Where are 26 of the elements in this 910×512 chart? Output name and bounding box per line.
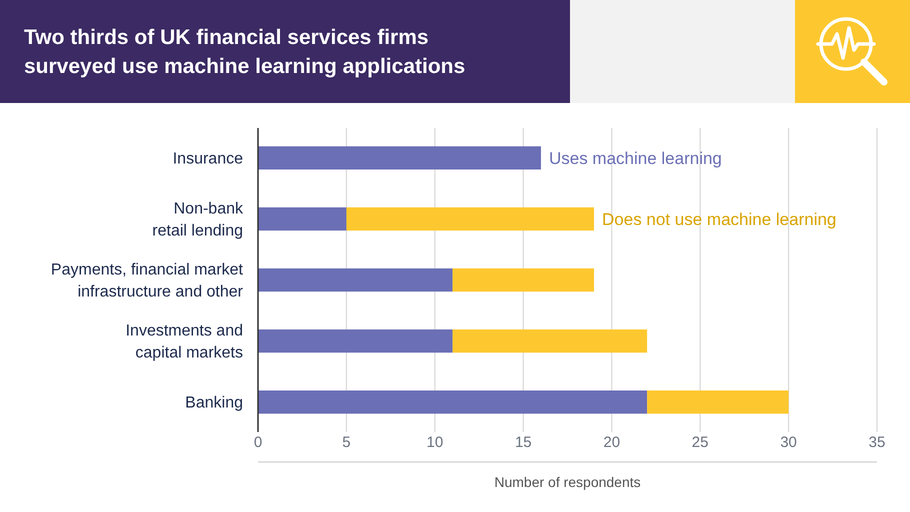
y-tick-label: Banking <box>185 394 243 412</box>
bar <box>258 268 453 292</box>
y-tick-label: Non-bank retail lending <box>152 200 244 240</box>
bar <box>258 329 453 353</box>
bar <box>452 329 648 353</box>
bar <box>258 146 541 170</box>
x-axis-title: Number of respondents <box>494 474 641 490</box>
y-tick-label: Insurance <box>172 150 244 168</box>
bar <box>258 207 346 231</box>
x-tick-label: 15 <box>514 434 532 451</box>
bar <box>346 207 594 231</box>
y-tick-label: Payments, financial market infrastructure and other <box>50 262 244 301</box>
bar <box>452 268 594 292</box>
x-tick-label: 25 <box>692 434 708 451</box>
series-label: Uses machine learning <box>548 148 722 168</box>
bar <box>258 390 648 414</box>
x-tick-label: 30 <box>780 434 797 451</box>
x-tick-label: 10 <box>426 434 444 451</box>
x-tick-label: 20 <box>603 434 620 451</box>
x-tick-label: 0 <box>254 434 262 451</box>
bar <box>647 390 789 414</box>
series-label: Does not use machine learning <box>602 210 836 229</box>
x-tick-label: 5 <box>342 434 351 451</box>
x-tick-label: 35 <box>868 434 886 451</box>
chart-title: Two thirds of UK financial services firms surveyed use machine learning applications <box>24 26 466 78</box>
y-tick-label: Investments and capital markets <box>126 322 243 362</box>
